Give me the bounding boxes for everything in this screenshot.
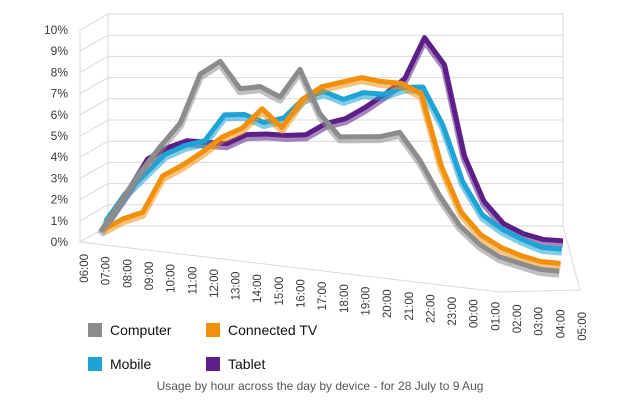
x-tick-label: 16:00 bbox=[296, 279, 308, 308]
x-tick-label: 10:00 bbox=[166, 264, 178, 293]
x-tick-label: 14:00 bbox=[252, 274, 264, 303]
legend-item-computer: Computer bbox=[88, 322, 171, 338]
legend-label-tablet: Tablet bbox=[228, 356, 266, 372]
x-tick-label: 07:00 bbox=[101, 257, 113, 286]
y-tick-label: 2% bbox=[51, 193, 69, 207]
y-tick-label: 4% bbox=[51, 150, 69, 164]
x-tick-label: 11:00 bbox=[187, 267, 199, 295]
series-line-connected-tv bbox=[101, 75, 561, 266]
legend-swatch-computer bbox=[88, 323, 102, 337]
x-tick-label: 19:00 bbox=[360, 287, 372, 316]
gridline-side bbox=[79, 98, 109, 116]
series-mobile bbox=[102, 84, 563, 256]
gridline-side bbox=[79, 204, 109, 222]
x-tick-label: 22:00 bbox=[425, 294, 437, 323]
gridline-side bbox=[79, 183, 109, 201]
legend-swatch-mobile bbox=[88, 357, 102, 371]
gridline-side bbox=[79, 34, 109, 52]
x-tick-label: 20:00 bbox=[382, 289, 394, 318]
x-axis-tick-labels: 06:00 07:00 08:00 09:00 10:00 11:00 12:00 13:00… bbox=[79, 254, 589, 341]
y-tick-label: 9% bbox=[51, 44, 69, 58]
x-tick-label: 23:00 bbox=[447, 297, 459, 326]
x-tick-label: 04:00 bbox=[555, 309, 567, 338]
x-tick-label: 17:00 bbox=[317, 282, 329, 311]
x-tick-label: 12:00 bbox=[209, 269, 221, 298]
x-tick-label: 01:00 bbox=[490, 302, 502, 331]
gridline-side bbox=[79, 140, 109, 158]
chart-caption: Usage by hour across the day by device -… bbox=[156, 379, 484, 393]
x-tick-label: 15:00 bbox=[274, 277, 286, 306]
x-tick-label: 02:00 bbox=[512, 304, 524, 333]
series-ribbon-connected-tv bbox=[101, 77, 561, 270]
y-tick-label: 0% bbox=[51, 235, 69, 249]
x-tick-label: 08:00 bbox=[122, 259, 134, 288]
legend-item-mobile: Mobile bbox=[88, 356, 151, 372]
legend-swatch-connected-tv bbox=[206, 323, 220, 337]
y-tick-label: 5% bbox=[51, 129, 69, 143]
x-tick-label: 09:00 bbox=[144, 262, 156, 291]
y-tick-label: 8% bbox=[51, 65, 69, 79]
series-connected-tv bbox=[101, 75, 561, 270]
legend-label-computer: Computer bbox=[110, 322, 172, 338]
x-tick-label: 00:00 bbox=[469, 299, 481, 328]
series-line-mobile bbox=[103, 84, 562, 252]
y-tick-label: 3% bbox=[51, 171, 69, 185]
series-lines bbox=[97, 35, 564, 278]
x-tick-label: 06:00 bbox=[79, 254, 91, 283]
y-tick-label: 1% bbox=[51, 214, 69, 228]
x-tick-label: 03:00 bbox=[534, 307, 546, 336]
legend-swatch-tablet bbox=[206, 357, 220, 371]
series-line-tablet bbox=[105, 35, 564, 244]
x-tick-label: 21:00 bbox=[404, 292, 416, 321]
x-tick-label: 13:00 bbox=[231, 272, 243, 301]
gridline-side bbox=[79, 119, 109, 137]
y-tick-label: 10% bbox=[44, 23, 68, 37]
gridline-side bbox=[79, 161, 109, 179]
legend-label-connected-tv: Connected TV bbox=[228, 322, 318, 338]
gridline-side bbox=[79, 13, 109, 31]
legend-item-tablet: Tablet bbox=[206, 356, 265, 372]
x-tick-label: 05:00 bbox=[577, 312, 589, 341]
legend-item-connected-tv: Connected TV bbox=[206, 322, 317, 338]
x-tick-label: 18:00 bbox=[339, 284, 351, 313]
y-tick-label: 6% bbox=[51, 108, 69, 122]
series-line-computer bbox=[98, 58, 560, 274]
series-computer bbox=[97, 58, 560, 278]
gridline-side bbox=[79, 77, 109, 95]
y-tick-label: 7% bbox=[51, 87, 69, 101]
y-axis-tick-labels: 0% 1% 2% 3% 4% 5% 6% 7% 8% 9% 10% bbox=[44, 23, 68, 249]
gridline-side bbox=[79, 55, 109, 73]
legend-label-mobile: Mobile bbox=[110, 356, 152, 372]
